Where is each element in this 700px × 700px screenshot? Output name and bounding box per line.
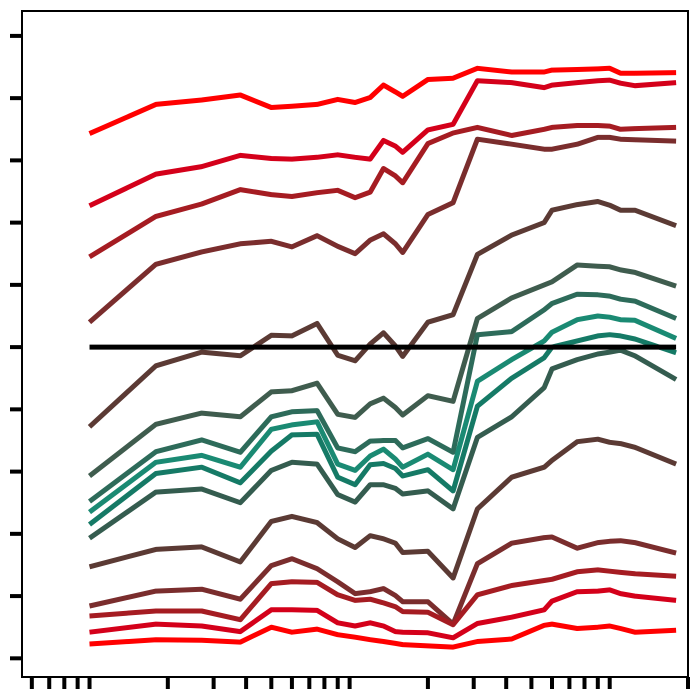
series-line-5 bbox=[87, 199, 677, 429]
series-line-14 bbox=[89, 587, 677, 641]
series-line-2 bbox=[88, 77, 677, 209]
series-line-11 bbox=[88, 436, 678, 581]
series-line-7 bbox=[88, 291, 678, 504]
series-line-8 bbox=[88, 313, 678, 515]
series-line-12 bbox=[88, 534, 677, 627]
series-line-10 bbox=[88, 347, 678, 541]
series-line-3 bbox=[88, 123, 677, 260]
series-group bbox=[87, 65, 678, 650]
series-line-4 bbox=[87, 134, 677, 325]
series-line-13 bbox=[89, 567, 677, 628]
series-line-9 bbox=[87, 332, 677, 527]
x-axis-ticks bbox=[29, 677, 690, 689]
y-axis-ticks bbox=[10, 33, 22, 661]
plot-frame bbox=[21, 10, 689, 678]
series-line-15 bbox=[89, 621, 677, 650]
series-line-1 bbox=[88, 65, 677, 136]
series-line-6 bbox=[87, 262, 677, 478]
